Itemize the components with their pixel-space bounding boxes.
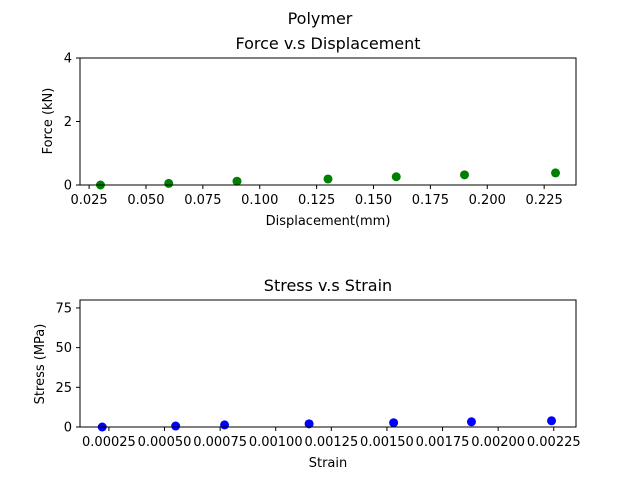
x-tick-label: 0.125 bbox=[298, 193, 335, 208]
x-tick-label: 0.00225 bbox=[527, 435, 581, 450]
y-tick-label: 2 bbox=[64, 115, 72, 130]
x-tick-label: 0.00075 bbox=[193, 435, 247, 450]
x-tick-label: 0.100 bbox=[241, 193, 278, 208]
data-point bbox=[391, 172, 401, 182]
force-displacement-chart: Force v.s Displacement Displacement(mm) … bbox=[41, 34, 577, 229]
x-axis-label: Displacement(mm) bbox=[266, 214, 391, 229]
data-point bbox=[220, 420, 230, 430]
data-point bbox=[171, 421, 181, 431]
x-tick-label: 0.025 bbox=[70, 193, 107, 208]
data-point bbox=[164, 178, 174, 188]
chart-title: Force v.s Displacement bbox=[235, 34, 420, 53]
data-point bbox=[466, 417, 476, 427]
data-point bbox=[304, 419, 314, 429]
plot-area-frame bbox=[79, 299, 577, 428]
x-tick-label: 0.00025 bbox=[82, 435, 136, 450]
data-point bbox=[232, 176, 242, 186]
y-tick-label: 50 bbox=[55, 341, 72, 356]
y-axis-label: Stress (MPa) bbox=[33, 324, 48, 405]
y-tick-label: 75 bbox=[55, 301, 72, 316]
figure-suptitle: Polymer bbox=[288, 9, 353, 28]
y-tick-label: 0 bbox=[64, 179, 72, 194]
y-axis-label: Force (kN) bbox=[41, 88, 56, 155]
y-tick-label: 4 bbox=[64, 52, 72, 67]
y-tick-label: 25 bbox=[55, 381, 72, 396]
x-tick-label: 0.075 bbox=[184, 193, 221, 208]
x-tick-label: 0.175 bbox=[412, 193, 449, 208]
data-point bbox=[323, 174, 333, 184]
plot-area-frame bbox=[79, 57, 577, 186]
y-tick-label: 0 bbox=[64, 421, 72, 436]
x-axis-label: Strain bbox=[309, 456, 348, 471]
data-point bbox=[551, 168, 561, 178]
stress-strain-chart: Stress v.s Strain Strain Stress (MPa) 0.… bbox=[33, 276, 581, 471]
data-point bbox=[389, 418, 399, 428]
x-tick-label: 0.200 bbox=[469, 193, 506, 208]
data-point bbox=[547, 416, 557, 426]
data-point bbox=[460, 170, 470, 180]
x-tick-label: 0.00150 bbox=[360, 435, 414, 450]
x-tick-label: 0.00200 bbox=[471, 435, 525, 450]
x-tick-label: 0.00050 bbox=[138, 435, 192, 450]
chart-title: Stress v.s Strain bbox=[264, 276, 392, 295]
x-tick-label: 0.00100 bbox=[249, 435, 303, 450]
x-tick-label: 0.225 bbox=[526, 193, 563, 208]
x-tick-label: 0.150 bbox=[355, 193, 392, 208]
x-tick-label: 0.00175 bbox=[416, 435, 470, 450]
x-tick-label: 0.050 bbox=[127, 193, 164, 208]
x-tick-label: 0.00125 bbox=[304, 435, 358, 450]
